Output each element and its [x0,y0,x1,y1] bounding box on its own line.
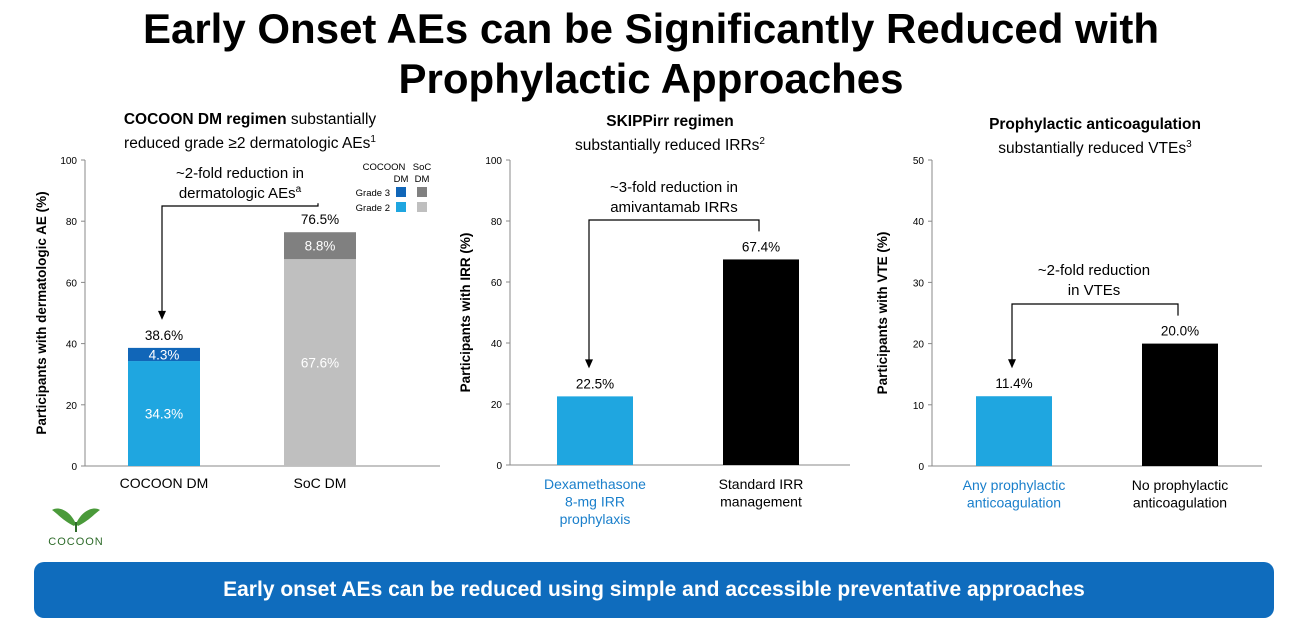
chart1-data-label-0-0: 34.3% [145,407,183,422]
logo-leaf-left [52,508,76,526]
chart1-legend-col-cocoon-l1: COCOON [363,162,406,173]
chart1-data-label-1-1: 8.8% [305,239,336,254]
page-title: Early Onset AEs can be Significantly Red… [0,4,1302,104]
chart2-ytick-label: 80 [491,217,503,228]
chart2-annotation-arrowhead [585,359,593,369]
chart3-bar-0 [976,396,1052,466]
panel3-sup: 3 [1186,139,1192,150]
chart1-category-label-1: SoC DM [294,475,347,491]
chart3-bar-1 [1142,343,1218,466]
panel3-line2: substantially reduced VTEs [998,140,1187,158]
panel1-line2: reduced grade ≥2 dermatologic AEs [124,135,371,153]
chart1-legend-swatch-cocoon-1 [396,202,406,212]
chart1-legend-swatch-soc-1 [417,202,427,212]
chart3-annotation-bracket [1011,303,1179,361]
chart3-category-label-0-0: Any prophylactic [963,477,1066,493]
chart3-ytick-label: 40 [913,217,925,228]
logo-leaf-right [76,508,100,526]
chart2-data-label-1: 67.4% [742,239,780,254]
chart1-ytick-label: 0 [71,462,77,473]
chart2-annotation-bracket [588,219,760,361]
chart1-annotation-line-0: ~2-fold reduction in [176,165,304,182]
chart2-ytick-label: 100 [485,156,502,167]
chart3-ylabel: Participants with VTE (%) [875,232,890,395]
chart1-category-label-0: COCOON DM [120,475,209,491]
chart1-bar-grade3-1 [284,232,356,260]
chart2-category-label-0-0: Dexamethasone [544,476,646,492]
logo-text: COCOON [48,536,104,548]
chart2-annotation-line-0: ~3-fold reduction in [610,179,738,196]
chart3-data-label-1: 20.0% [1161,324,1199,339]
chart1-legend-row-0: Grade 3 [356,188,390,199]
chart2-category-label-1-1: management [720,494,802,510]
chart1-ytick-label: 20 [66,401,78,412]
chart2-ylabel: Participants with IRR (%) [458,233,473,393]
panel1-sup: 1 [370,134,376,145]
chart3-category-label-0-1: anticoagulation [967,495,1061,511]
panel2-subtitle: SKIPPirr regimen substantially reduced I… [520,112,820,156]
title-line-2: Prophylactic Approaches [398,55,904,102]
panel3-subtitle: Prophylactic anticoagulation substantial… [950,115,1240,159]
chart3-ytick-label: 50 [913,156,925,167]
chart1-legend-row-1: Grade 2 [356,203,390,214]
panel1-heading-rest: substantially [286,111,377,128]
chart1-annotation-bracket [161,203,319,312]
chart1-ytick-label: 100 [60,156,77,167]
chart2-bar-0 [557,396,633,465]
panel2-heading-bold: SKIPPirr regimen [606,113,734,130]
chart1-legend-swatch-soc-0 [417,187,427,197]
chart3-category-label-1-1: anticoagulation [1133,495,1227,511]
chart3-category-label-1-0: No prophylactic [1132,477,1229,493]
chart1-annotation-line-1: dermatologic AEsa [179,184,302,202]
chart3-data-label-0: 11.4% [995,376,1032,391]
chart3-ytick-label: 0 [918,462,924,473]
chart1-total-label-1: 76.5% [301,212,339,227]
chart2-ytick-label: 40 [491,339,503,350]
chart1-data-label-0-1: 67.6% [301,356,339,371]
chart3-ytick-label: 30 [913,278,925,289]
footer-text: Early onset AEs can be reduced using sim… [223,578,1085,601]
chart1-ytick-label: 60 [66,278,78,289]
chart1-ylabel: Participants with dermatologic AE (%) [34,191,49,434]
chart2-ytick-label: 20 [491,400,503,411]
chart1-legend-col-soc-l2: DM [415,174,430,185]
footer-banner: Early onset AEs can be reduced using sim… [34,562,1274,618]
chart1-legend-col-cocoon-l2: DM [394,174,409,185]
chart1-ytick-label: 40 [66,340,78,351]
cocoon-logo: COCOON [48,508,104,548]
chart2-category-label-0-1: 8-mg IRR [565,494,625,510]
panel3-heading-bold: Prophylactic anticoagulation [989,116,1201,133]
panel1-heading-bold: COCOON DM regimen [123,111,287,128]
chart1-bar-grade3-0 [128,347,200,362]
chart1-ytick-label: 80 [66,217,78,228]
chart2-bar-1 [723,259,799,465]
chart2-category-label-0-2: prophylaxis [560,511,631,527]
chart1-bar-grade2-0 [128,361,200,466]
chart1-bar-grade2-1 [284,259,356,466]
chart1-total-label-0: 38.6% [145,328,183,343]
chart1-annotation-arrowhead [158,310,166,320]
chart3-ytick-label: 10 [913,401,925,412]
chart1-legend-swatch-cocoon-0 [396,187,406,197]
chart3-annotation-line-0: ~2-fold reduction [1038,262,1150,279]
chart2-category-label-1-0: Standard IRR [719,476,804,492]
chart3-annotation-arrowhead [1008,359,1016,369]
chart2-ytick-label: 0 [496,461,502,472]
chart3-ytick-label: 20 [913,340,925,351]
chart2-data-label-0: 22.5% [576,376,614,391]
panel2-sup: 2 [759,136,765,147]
panel2-line2: substantially reduced IRRs [575,137,760,155]
chart2-ytick-label: 60 [491,278,503,289]
chart1-legend-col-soc-l1: SoC [413,162,432,173]
chart1-data-label-1-0: 4.3% [149,347,180,362]
title-line-1: Early Onset AEs can be Significantly Red… [142,5,1160,52]
chart2-annotation-line-1: amivantamab IRRs [610,199,738,216]
chart3-annotation-line-1: in VTEs [1068,282,1121,299]
panel1-subtitle: COCOON DM regimen substantially reduced … [60,110,440,154]
chart1-annotation-sup: a [296,184,302,195]
